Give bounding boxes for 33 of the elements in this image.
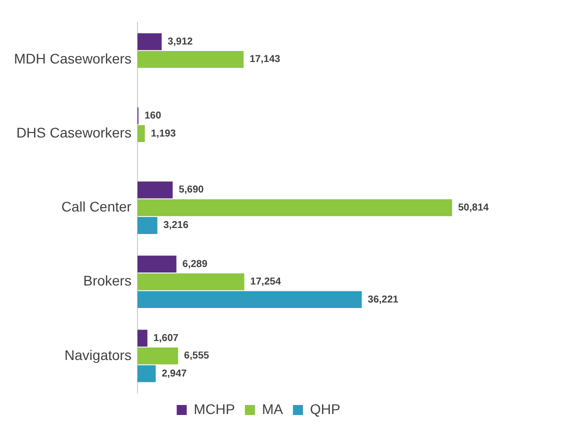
data-label: 3,912 bbox=[168, 36, 194, 48]
data-label: 50,814 bbox=[458, 202, 490, 214]
data-label: 36,221 bbox=[368, 294, 399, 306]
bar bbox=[137, 273, 244, 290]
bar bbox=[137, 199, 452, 216]
y-tick-label: Navigators bbox=[64, 346, 132, 363]
data-label: 6,555 bbox=[184, 350, 210, 362]
bar bbox=[137, 217, 158, 234]
bar bbox=[137, 256, 176, 272]
y-tick-label: DHS Caseworkers bbox=[16, 124, 132, 140]
legend-label: QHP bbox=[310, 400, 340, 417]
y-tick-label: MDH Caseworkers bbox=[14, 50, 132, 66]
bar bbox=[137, 51, 244, 68]
bar bbox=[137, 330, 148, 347]
data-label: 17,143 bbox=[250, 54, 281, 66]
bar bbox=[137, 347, 178, 364]
bar bbox=[137, 33, 162, 50]
y-tick-label: Call Center bbox=[61, 198, 132, 215]
legend-label: MA bbox=[262, 400, 284, 417]
bar bbox=[137, 291, 362, 308]
data-label: 17,254 bbox=[250, 276, 282, 288]
data-label: 160 bbox=[144, 110, 162, 122]
y-tick-label: Brokers bbox=[83, 272, 132, 289]
bar bbox=[137, 181, 173, 198]
data-label: 5,690 bbox=[178, 184, 204, 196]
legend-label: MCHP bbox=[194, 400, 235, 417]
data-label: 1,193 bbox=[150, 128, 176, 140]
bar bbox=[137, 125, 145, 142]
data-label: 1,607 bbox=[153, 332, 179, 344]
data-label: 2,947 bbox=[162, 368, 188, 380]
data-label: 3,216 bbox=[163, 220, 189, 232]
bar bbox=[137, 365, 156, 382]
data-label: 6,289 bbox=[182, 258, 208, 270]
